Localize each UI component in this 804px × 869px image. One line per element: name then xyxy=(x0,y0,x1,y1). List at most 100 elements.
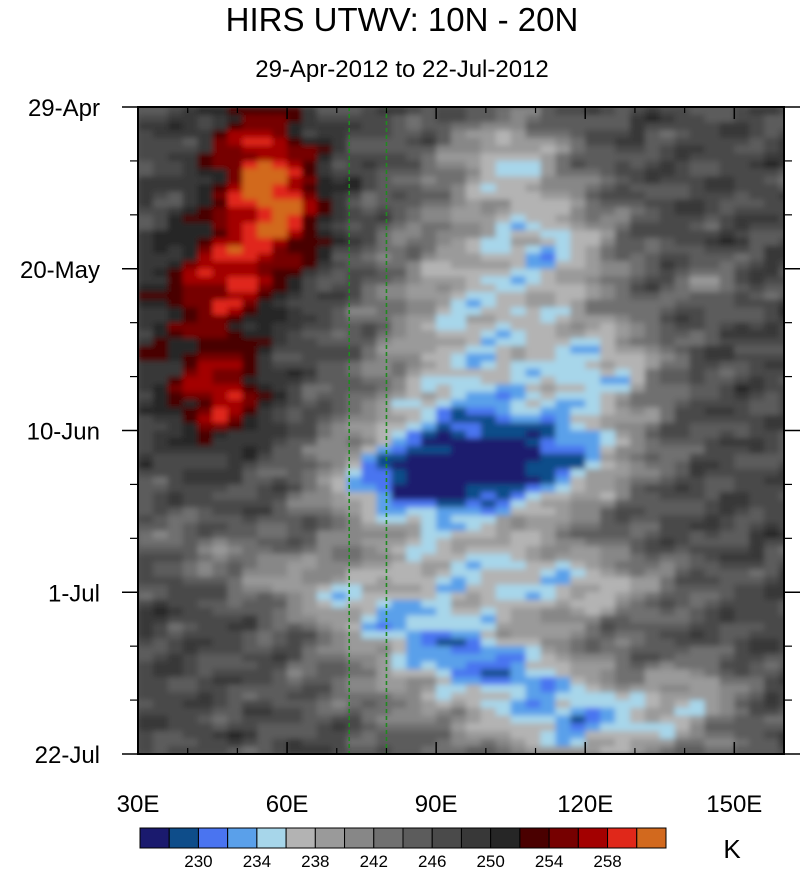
field-cell xyxy=(361,461,378,470)
field-cell xyxy=(510,137,527,147)
field-cell xyxy=(659,599,676,609)
field-cell xyxy=(480,476,497,486)
field-cell xyxy=(301,746,318,754)
field-cell xyxy=(615,676,631,686)
field-cell xyxy=(585,376,601,386)
field-cell xyxy=(212,107,229,116)
field-cell xyxy=(451,207,467,216)
field-cell xyxy=(272,245,288,255)
field-cell xyxy=(361,291,378,301)
field-cell xyxy=(495,307,512,316)
field-cell xyxy=(689,599,706,609)
field-cell xyxy=(734,538,751,547)
field-cell xyxy=(629,576,646,586)
field-cell xyxy=(227,261,244,270)
field-cell xyxy=(570,715,587,724)
field-cell xyxy=(346,469,363,478)
field-cell xyxy=(421,361,437,370)
field-cell xyxy=(615,307,631,316)
field-cell xyxy=(540,361,557,370)
field-cell xyxy=(540,723,557,732)
field-cell xyxy=(540,569,557,578)
field-cell xyxy=(570,669,587,678)
field-cell xyxy=(525,353,542,362)
field-cell xyxy=(138,391,154,401)
field-cell xyxy=(600,307,616,316)
field-cell xyxy=(138,499,154,509)
field-cell xyxy=(406,253,423,262)
field-cell xyxy=(749,330,765,339)
field-cell xyxy=(301,237,318,247)
field-cell xyxy=(689,153,706,162)
field-cell xyxy=(376,445,393,455)
field-cell xyxy=(391,584,408,594)
field-cell xyxy=(346,368,363,378)
field-cell xyxy=(257,338,273,347)
field-cell xyxy=(704,445,721,455)
field-cell xyxy=(257,422,273,432)
field-cell xyxy=(391,669,408,678)
field-cell xyxy=(138,615,154,624)
field-cell xyxy=(644,145,661,155)
field-cell xyxy=(749,291,765,301)
field-cell xyxy=(465,738,482,748)
field-cell xyxy=(689,122,706,131)
field-cell xyxy=(212,199,229,208)
field-cell xyxy=(734,284,751,293)
field-cell xyxy=(436,422,452,432)
field-cell xyxy=(287,592,303,601)
field-cell xyxy=(182,484,199,493)
field-cell xyxy=(495,738,512,748)
field-cell xyxy=(555,576,572,586)
field-cell xyxy=(629,345,646,355)
field-cell xyxy=(242,376,259,386)
field-cell xyxy=(301,484,318,493)
field-cell xyxy=(331,407,348,416)
field-cell xyxy=(167,615,184,624)
field-cell xyxy=(212,453,229,463)
field-cell xyxy=(480,199,497,208)
field-cell xyxy=(540,599,557,609)
field-cell xyxy=(346,261,363,270)
field-cell xyxy=(585,207,601,216)
colorbar-label: 242 xyxy=(360,852,388,869)
field-cell xyxy=(555,476,572,486)
field-cell xyxy=(629,569,646,578)
field-cell xyxy=(659,384,676,393)
field-cell xyxy=(197,307,214,316)
field-cell xyxy=(197,569,214,578)
field-cell xyxy=(659,445,676,455)
field-cell xyxy=(704,576,721,586)
field-cell xyxy=(316,530,333,540)
field-cell xyxy=(674,592,691,601)
field-cell xyxy=(689,391,706,401)
field-cell xyxy=(749,160,765,170)
field-cell xyxy=(465,214,482,224)
field-cell xyxy=(138,653,154,663)
field-cell xyxy=(182,122,199,131)
field-cell xyxy=(421,592,437,601)
field-cell xyxy=(465,692,482,701)
field-cell xyxy=(167,314,184,324)
field-cell xyxy=(585,137,601,147)
field-cell xyxy=(629,314,646,324)
field-cell xyxy=(525,492,542,501)
field-cell xyxy=(212,630,229,640)
field-cell xyxy=(167,461,184,470)
field-cell xyxy=(197,268,214,278)
field-cell xyxy=(346,230,363,239)
field-cell xyxy=(316,669,333,678)
field-cell xyxy=(152,684,169,694)
field-cell xyxy=(257,230,273,239)
field-cell xyxy=(451,415,467,424)
field-cell xyxy=(719,191,736,201)
field-cell xyxy=(406,322,423,332)
field-cell xyxy=(749,114,765,124)
field-cell xyxy=(734,700,751,709)
field-cell xyxy=(704,391,721,401)
field-cell xyxy=(465,453,482,463)
field-cell xyxy=(436,507,452,517)
field-cell xyxy=(465,438,482,447)
field-cell xyxy=(585,561,601,570)
field-cell xyxy=(212,746,229,754)
